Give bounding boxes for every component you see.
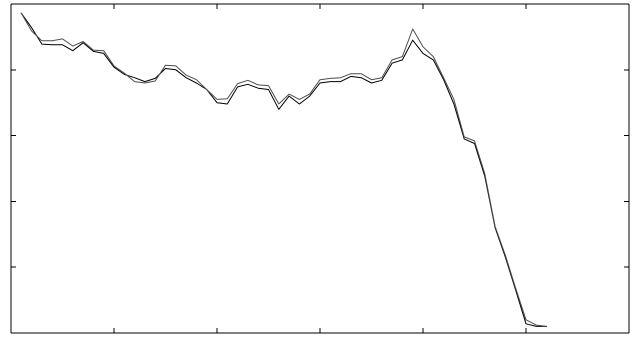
series-line-1 [20,12,548,327]
series-line-0 [20,12,548,327]
